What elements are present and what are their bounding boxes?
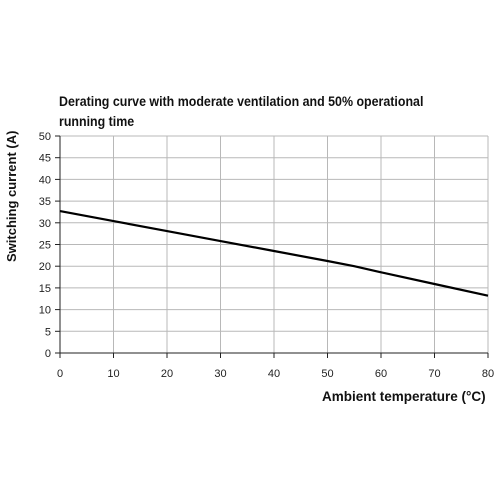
x-tick-label: 0 bbox=[57, 368, 63, 380]
x-axis-label: Ambient temperature (°C) bbox=[322, 389, 486, 404]
chart-title: Derating curve with moderate ventilation… bbox=[59, 94, 424, 129]
y-tick-label: 20 bbox=[39, 261, 51, 273]
y-tick-label: 35 bbox=[39, 196, 51, 208]
x-tick-label: 50 bbox=[321, 368, 333, 380]
x-tick-label: 10 bbox=[107, 368, 119, 380]
y-tick-label: 40 bbox=[39, 174, 51, 186]
y-tick-label: 10 bbox=[39, 305, 51, 317]
y-tick-label: 5 bbox=[45, 326, 51, 338]
y-tick-label: 25 bbox=[39, 240, 51, 252]
series-line bbox=[59, 210, 489, 297]
x-tick-label: 70 bbox=[428, 368, 440, 380]
x-tick-label: 60 bbox=[375, 368, 387, 380]
y-tick-label: 50 bbox=[39, 131, 51, 143]
y-tick-label: 0 bbox=[45, 348, 51, 360]
x-tick-label: 20 bbox=[161, 368, 173, 380]
y-tick-label: 45 bbox=[39, 153, 51, 165]
y-tick-label: 30 bbox=[39, 218, 51, 230]
x-tick-label: 40 bbox=[268, 368, 280, 380]
y-tick-label: 15 bbox=[39, 283, 51, 295]
x-tick-label: 30 bbox=[214, 368, 226, 380]
x-tick-label: 80 bbox=[482, 368, 494, 380]
